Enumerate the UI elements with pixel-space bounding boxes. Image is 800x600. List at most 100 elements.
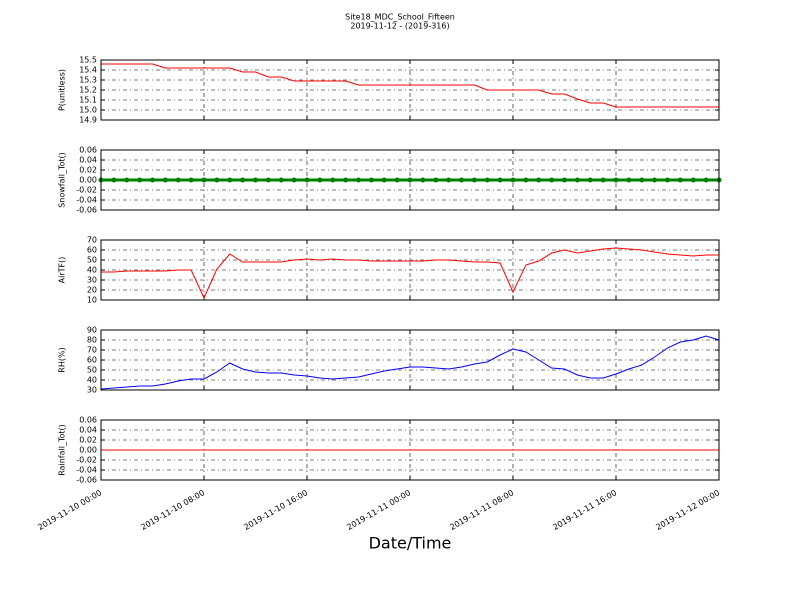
y-tick-label: 50 bbox=[87, 366, 97, 375]
y-tick-label: 0.00 bbox=[79, 176, 97, 185]
data-point bbox=[420, 177, 426, 183]
data-point bbox=[240, 177, 246, 183]
data-line bbox=[100, 335, 720, 390]
y-tick-label: 0.02 bbox=[79, 436, 97, 445]
x-tick-label: 2019-11-11 00:00 bbox=[345, 488, 412, 532]
y-tick-label: 90 bbox=[87, 326, 97, 335]
y-axis-label: Snowfall_Tot() bbox=[58, 152, 67, 208]
y-axis-label: P(unitless) bbox=[58, 69, 67, 111]
data-point bbox=[639, 177, 645, 183]
plot-frame bbox=[100, 149, 720, 211]
data-point bbox=[188, 177, 194, 183]
y-tick-label: 0.06 bbox=[79, 416, 97, 425]
data-point bbox=[690, 177, 696, 183]
data-point bbox=[330, 177, 336, 183]
y-tick-label: 10 bbox=[87, 296, 97, 305]
x-tick-label: 2019-11-12 00:00 bbox=[654, 488, 721, 532]
data-point bbox=[162, 177, 168, 183]
data-point bbox=[265, 177, 271, 183]
y-tick-label: 70 bbox=[87, 346, 97, 355]
data-point bbox=[433, 177, 439, 183]
y-axis-label: RH(%) bbox=[58, 347, 67, 372]
data-point bbox=[574, 177, 580, 183]
y-tick-label: 15.5 bbox=[79, 56, 97, 65]
y-tick-label: 15.3 bbox=[79, 76, 97, 85]
chart-title: Site18_MDC_School_Fifteen bbox=[345, 13, 455, 22]
plot-frame bbox=[100, 239, 720, 301]
data-point bbox=[368, 177, 374, 183]
plot-frame bbox=[100, 59, 720, 121]
y-tick-label: 80 bbox=[87, 336, 97, 345]
x-tick-label: 2019-11-10 16:00 bbox=[242, 488, 309, 532]
y-tick-label: 40 bbox=[87, 376, 97, 385]
data-line bbox=[101, 247, 719, 300]
plot-frame bbox=[100, 329, 720, 391]
y-tick-label: -0.06 bbox=[76, 206, 97, 215]
y-tick-label: 0.06 bbox=[79, 146, 97, 155]
data-point bbox=[536, 177, 542, 183]
data-point bbox=[446, 177, 452, 183]
data-point bbox=[343, 177, 349, 183]
x-axis-label: Date/Time bbox=[369, 534, 452, 553]
data-point bbox=[613, 177, 619, 183]
data-point bbox=[471, 177, 477, 183]
data-point bbox=[484, 177, 490, 183]
data-point bbox=[549, 177, 555, 183]
data-point bbox=[124, 177, 130, 183]
y-tick-label: 20 bbox=[87, 286, 97, 295]
data-line bbox=[101, 63, 719, 108]
x-tick-label: 2019-11-11 08:00 bbox=[448, 488, 515, 532]
data-point bbox=[150, 177, 155, 183]
data-point bbox=[381, 177, 387, 183]
y-tick-label: 0.04 bbox=[79, 426, 97, 435]
y-tick-label: 70 bbox=[87, 236, 97, 245]
data-point bbox=[562, 177, 567, 183]
chart-subtitle: 2019-11-12 - (2019-316) bbox=[350, 22, 449, 31]
y-tick-label: 0.02 bbox=[79, 166, 97, 175]
data-point bbox=[703, 177, 709, 183]
y-tick-label: -0.04 bbox=[76, 466, 97, 475]
data-point bbox=[600, 177, 606, 183]
data-point bbox=[214, 177, 220, 183]
x-tick-label: 2019-11-10 00:00 bbox=[36, 488, 103, 532]
y-tick-label: 60 bbox=[87, 246, 97, 255]
data-point bbox=[407, 177, 413, 183]
y-tick-label: 0.04 bbox=[79, 156, 97, 165]
data-point bbox=[652, 177, 658, 183]
data-point bbox=[356, 177, 361, 183]
y-tick-label: 30 bbox=[87, 276, 97, 285]
y-tick-label: -0.06 bbox=[76, 476, 97, 485]
y-tick-label: -0.02 bbox=[76, 186, 97, 195]
y-tick-label: 40 bbox=[87, 266, 97, 275]
data-point bbox=[317, 177, 323, 183]
data-point bbox=[111, 177, 117, 183]
x-tick-label: 2019-11-11 16:00 bbox=[551, 488, 618, 532]
data-point bbox=[394, 177, 400, 183]
y-tick-label: -0.02 bbox=[76, 456, 97, 465]
y-tick-label: 15.2 bbox=[79, 86, 97, 95]
y-tick-label: 0.00 bbox=[79, 446, 97, 455]
data-point bbox=[227, 177, 233, 183]
y-tick-label: 50 bbox=[87, 256, 97, 265]
data-point bbox=[459, 177, 464, 183]
y-tick-label: 14.9 bbox=[79, 116, 97, 125]
data-point bbox=[665, 177, 670, 183]
y-tick-label: 15.0 bbox=[79, 106, 97, 115]
y-tick-label: 30 bbox=[87, 386, 97, 395]
y-axis-label: Rainfall_Tot() bbox=[58, 424, 67, 476]
data-point bbox=[510, 177, 516, 183]
data-point bbox=[587, 177, 593, 183]
y-tick-label: 15.4 bbox=[79, 66, 97, 75]
data-point bbox=[497, 177, 503, 183]
data-point bbox=[291, 177, 297, 183]
x-tick-label: 2019-11-10 08:00 bbox=[139, 488, 206, 532]
data-point bbox=[253, 177, 258, 183]
y-tick-label: 15.1 bbox=[79, 96, 97, 105]
y-tick-label: -0.04 bbox=[76, 196, 97, 205]
data-point bbox=[137, 177, 143, 183]
data-point bbox=[677, 177, 683, 183]
data-point bbox=[201, 177, 207, 183]
y-tick-label: 60 bbox=[87, 356, 97, 365]
y-axis-label: AirTF() bbox=[58, 257, 67, 284]
data-point bbox=[278, 177, 284, 183]
